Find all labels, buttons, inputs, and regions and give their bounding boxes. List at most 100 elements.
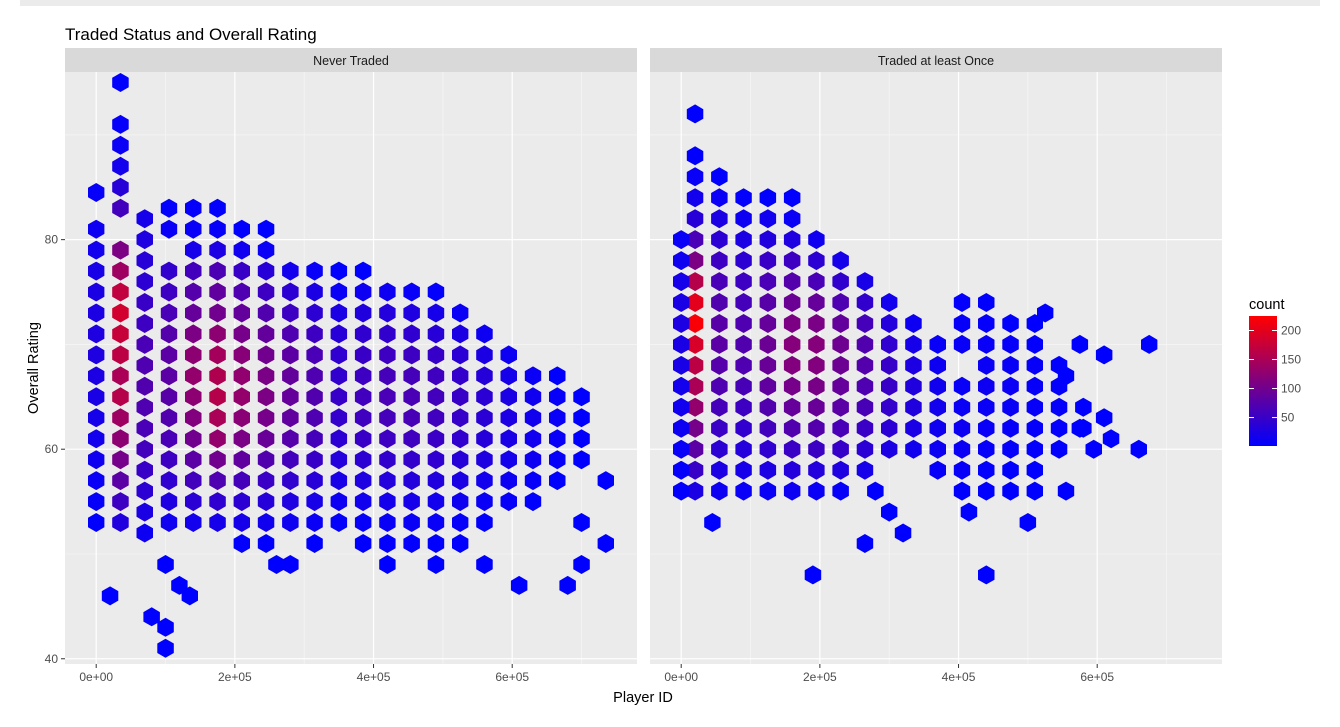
hexbin: [209, 324, 226, 344]
hexbin: [1141, 334, 1158, 354]
hexbin: [711, 460, 728, 480]
hexbin: [88, 324, 105, 344]
hexbin: [1002, 439, 1019, 459]
hexbin: [160, 303, 178, 323]
hexbin: [268, 555, 285, 574]
hexbin: [476, 555, 493, 574]
hexbin: [257, 219, 275, 239]
hexbin: [832, 293, 849, 312]
hexbin: [233, 387, 250, 407]
hexbin: [953, 439, 971, 459]
hexbin: [379, 450, 396, 470]
hexbin: [160, 282, 178, 302]
hexbin: [282, 450, 299, 470]
hexbin: [856, 334, 874, 354]
hexbin: [233, 366, 250, 386]
hexbin: [160, 429, 178, 449]
hexbin: [500, 450, 517, 470]
hexbin: [306, 345, 323, 365]
hexbin: [735, 418, 752, 438]
hexbin: [500, 471, 517, 491]
hexbin: [136, 209, 153, 229]
hexbin: [427, 555, 445, 574]
hexbin: [735, 376, 752, 396]
hexbin: [1002, 418, 1019, 438]
hexbin: [136, 418, 153, 438]
hexbin: [282, 387, 299, 407]
hexbin: [524, 492, 542, 512]
hexbin: [686, 439, 704, 459]
hexbin: [735, 230, 752, 250]
hexbin: [112, 73, 129, 92]
hexbin: [881, 314, 898, 333]
hexbin: [330, 471, 348, 491]
hexbin: [476, 408, 493, 428]
hexbin: [905, 334, 922, 354]
hexbin: [379, 324, 396, 344]
hexbin: [759, 418, 777, 438]
hexbin: [1050, 439, 1068, 459]
hexbin: [112, 114, 129, 134]
hexbin: [306, 324, 323, 344]
hexbin: [112, 177, 129, 197]
hexbin: [978, 355, 995, 375]
hexbin: [257, 345, 275, 365]
hexbin: [112, 429, 129, 449]
hexbin: [573, 429, 590, 449]
hexbin: [905, 355, 922, 375]
hexbin: [379, 513, 396, 532]
hexbin: [354, 387, 372, 407]
hexbin: [233, 345, 250, 365]
hexbin: [559, 575, 576, 595]
x-axis-left: 0e+00 2e+05 4e+05 6e+05: [79, 664, 529, 684]
hexbin: [808, 272, 825, 292]
hexbin: [881, 355, 898, 375]
hexbin: [783, 460, 801, 480]
hexbin: [282, 492, 299, 512]
hexbin: [257, 282, 275, 302]
hexbin: [978, 418, 995, 438]
hexbin: [759, 397, 777, 417]
hexbin: [686, 230, 704, 250]
hexbin: [112, 492, 129, 512]
hexbin: [960, 502, 978, 522]
hexbin: [953, 481, 971, 501]
hexbin: [379, 387, 396, 407]
hexbin: [282, 408, 299, 428]
hexbin: [759, 293, 777, 312]
hexbin: [160, 450, 178, 470]
hexbin: [306, 471, 323, 491]
hexbin: [759, 355, 777, 375]
hexbin: [330, 282, 348, 302]
hexbin: [452, 534, 469, 553]
hexbin: [330, 303, 348, 323]
hexbin: [735, 188, 752, 208]
hexbin: [354, 408, 372, 428]
hexbin: [597, 471, 614, 491]
hexbin: [282, 345, 299, 365]
hexbin: [160, 324, 178, 344]
hexbin: [452, 492, 469, 512]
hexbin: [673, 397, 690, 417]
hexbin: [1057, 366, 1075, 386]
hexbin: [686, 167, 704, 187]
hexbin: [112, 366, 129, 386]
hexbin: [306, 261, 323, 281]
hexbin: [306, 282, 323, 302]
hexbin: [978, 460, 995, 480]
hexbin: [233, 492, 250, 512]
hexbin: [673, 314, 690, 333]
hexbin: [832, 460, 849, 480]
hexbin: [427, 492, 445, 512]
hexbin: [136, 376, 153, 396]
hexbin: [808, 251, 825, 271]
hexbin: [330, 261, 348, 281]
hexbin: [185, 324, 202, 344]
hexbin: [673, 272, 690, 292]
hexbin: [856, 272, 874, 292]
hexbin: [881, 502, 898, 522]
hexbin: [929, 334, 946, 354]
hexbin: [808, 460, 825, 480]
hexbin: [452, 387, 469, 407]
hexbin: [403, 324, 420, 344]
